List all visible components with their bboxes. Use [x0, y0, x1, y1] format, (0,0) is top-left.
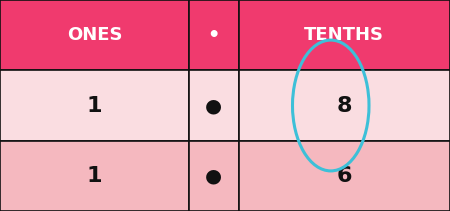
Bar — [189, 141, 239, 211]
Text: •: • — [207, 26, 220, 45]
Bar — [0, 141, 189, 211]
Text: ●: ● — [205, 166, 222, 185]
Text: 6: 6 — [337, 166, 352, 186]
Bar — [0, 0, 189, 70]
Bar — [238, 141, 450, 211]
Text: ONES: ONES — [67, 26, 122, 44]
Text: TENTHS: TENTHS — [304, 26, 384, 44]
Text: 8: 8 — [337, 96, 352, 115]
Text: 1: 1 — [87, 96, 102, 115]
Text: ●: ● — [205, 96, 222, 115]
Text: 1: 1 — [87, 166, 102, 186]
Bar — [0, 70, 189, 141]
Bar — [238, 0, 450, 70]
Bar — [238, 70, 450, 141]
Bar — [189, 70, 239, 141]
Bar — [189, 0, 239, 70]
